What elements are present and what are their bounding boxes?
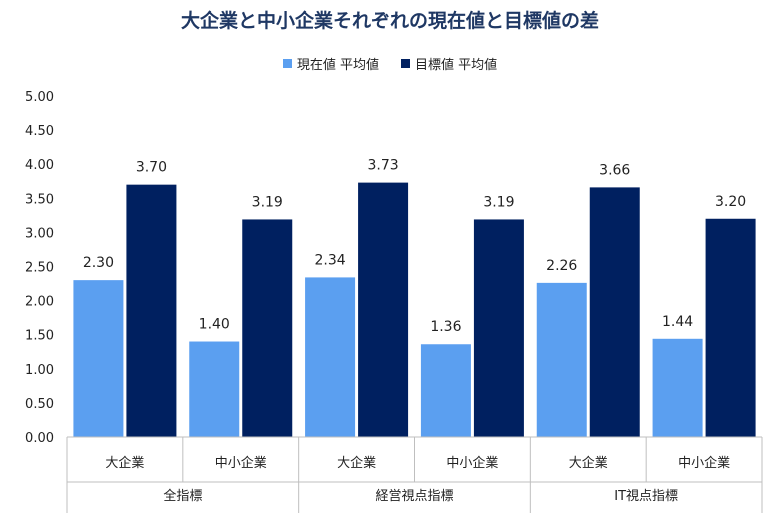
bar-current bbox=[189, 341, 240, 437]
category-label: 中小企業 bbox=[446, 455, 498, 471]
legend-swatch-current bbox=[282, 58, 292, 68]
legend-item-current: 現在値 平均値 bbox=[282, 54, 379, 73]
data-label: 1.36 bbox=[430, 319, 461, 335]
y-tick-label: 3.50 bbox=[25, 192, 54, 207]
group-label: 全指標 bbox=[163, 488, 202, 504]
group-label: IT視点指標 bbox=[614, 489, 678, 504]
data-label: 3.70 bbox=[136, 160, 167, 176]
data-label: 1.40 bbox=[199, 317, 230, 333]
bar-target bbox=[358, 182, 409, 437]
y-tick-label: 4.50 bbox=[25, 124, 54, 139]
bar-target bbox=[242, 219, 293, 437]
legend-label-current: 現在値 平均値 bbox=[296, 57, 379, 73]
legend: 現在値 平均値 目標値 平均値 bbox=[0, 54, 780, 73]
data-label: 3.73 bbox=[367, 158, 398, 174]
y-tick-label: 2.00 bbox=[25, 295, 54, 310]
bar-target bbox=[589, 187, 640, 437]
data-label: 3.19 bbox=[483, 194, 514, 210]
y-tick-label: 0.00 bbox=[25, 431, 54, 446]
y-tick-label: 5.00 bbox=[25, 90, 54, 105]
group-label: 経営視点指標 bbox=[375, 489, 453, 504]
y-tick-label: 1.50 bbox=[25, 329, 54, 344]
data-label: 2.34 bbox=[314, 252, 345, 268]
y-tick-label: 3.00 bbox=[25, 226, 54, 241]
data-label: 1.44 bbox=[662, 314, 693, 330]
y-tick-label: 0.50 bbox=[25, 397, 54, 412]
data-label: 2.26 bbox=[546, 258, 577, 274]
bar-current bbox=[420, 344, 471, 437]
legend-item-target: 目標値 平均値 bbox=[401, 54, 497, 73]
y-tick-label: 4.00 bbox=[25, 158, 54, 173]
legend-swatch-target bbox=[401, 58, 410, 68]
bar-current bbox=[305, 277, 356, 437]
bar-current bbox=[652, 338, 703, 437]
bar-current bbox=[73, 280, 124, 437]
data-label: 3.20 bbox=[715, 194, 746, 210]
bar-target bbox=[473, 219, 524, 437]
category-label: 中小企業 bbox=[215, 455, 267, 471]
category-label: 大企業 bbox=[105, 455, 144, 471]
data-label: 3.19 bbox=[252, 194, 283, 210]
data-label: 2.30 bbox=[83, 255, 114, 271]
y-tick-label: 1.00 bbox=[25, 363, 54, 378]
bar-target bbox=[705, 218, 756, 437]
category-label: 大企業 bbox=[337, 455, 376, 471]
chart-title: 大企業と中小企業それぞれの現在値と目標値の差 bbox=[180, 10, 599, 32]
legend-label-target: 目標値 平均値 bbox=[415, 57, 498, 73]
category-label: 中小企業 bbox=[678, 455, 730, 471]
category-label: 大企業 bbox=[569, 455, 608, 471]
y-tick-label: 2.50 bbox=[25, 261, 54, 276]
bar-target bbox=[126, 184, 177, 437]
bar-current bbox=[536, 282, 587, 437]
data-label: 3.66 bbox=[599, 162, 630, 178]
